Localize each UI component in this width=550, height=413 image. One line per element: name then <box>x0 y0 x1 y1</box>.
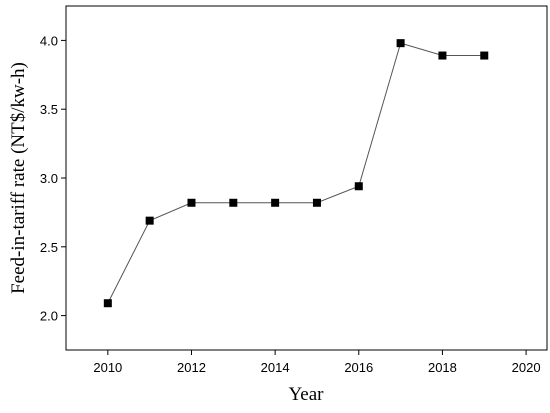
data-point <box>187 198 196 207</box>
x-tick-label: 2010 <box>93 360 122 375</box>
data-point <box>480 51 489 60</box>
data-point <box>271 198 280 207</box>
data-point <box>354 182 363 191</box>
y-axis-label: Feed-in-tariff rate (NT$/kw-h) <box>8 62 29 294</box>
x-axis-label: Year <box>288 384 324 405</box>
y-tick-label: 2.5 <box>40 240 58 255</box>
data-line <box>107 42 485 304</box>
data-point <box>312 198 321 207</box>
y-tick-label: 4.0 <box>40 33 58 48</box>
data-point <box>103 299 112 308</box>
x-tick-label: 2018 <box>428 360 457 375</box>
x-tick-label: 2012 <box>177 360 206 375</box>
data-point <box>438 51 447 60</box>
y-tick-label: 3.5 <box>40 102 58 117</box>
plot-frame <box>65 5 548 351</box>
x-tick-label: 2016 <box>344 360 373 375</box>
data-point <box>229 198 238 207</box>
y-tick-label: 2.0 <box>40 309 58 324</box>
y-tick-label: 3.0 <box>40 171 58 186</box>
data-point <box>145 216 154 225</box>
x-tick-label: 2014 <box>261 360 290 375</box>
x-tick-label: 2020 <box>512 360 541 375</box>
data-point <box>396 39 405 48</box>
